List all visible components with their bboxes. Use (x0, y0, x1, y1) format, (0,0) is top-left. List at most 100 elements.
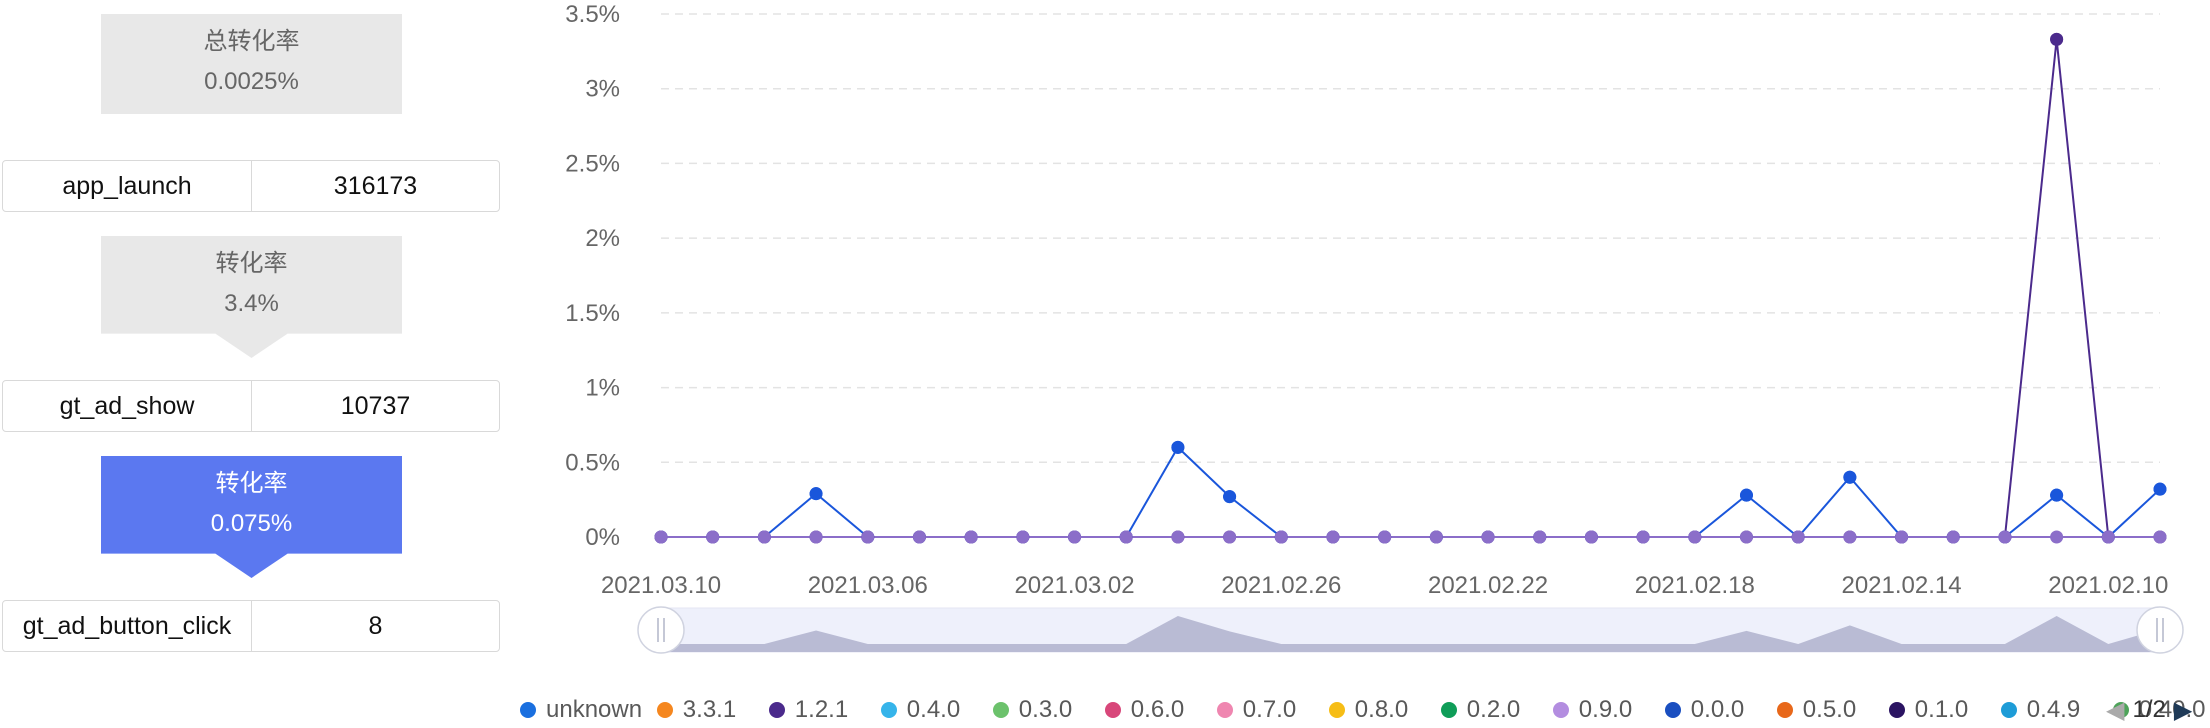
chart-series (654, 32, 2167, 544)
legend-item[interactable]: 0.8.0 (1328, 692, 1409, 728)
step-count: 316173 (333, 171, 418, 200)
data-point-0.9.0 (1739, 530, 1753, 544)
legend-dot-icon (2000, 702, 2017, 718)
slider-preview (661, 616, 2160, 652)
data-point-0.9.0 (1688, 530, 1702, 544)
data-point-0.9.0 (809, 530, 823, 544)
data-point-0.0.0 (1843, 470, 1857, 484)
x-tick-label: 2021.03.10 (601, 572, 721, 599)
data-point-0.9.0 (2050, 530, 2064, 544)
funnel-step-gt-ad-show[interactable]: gt_ad_show 10737 (2, 380, 500, 432)
legend-dot-icon (768, 702, 785, 718)
legend-label: 0.8.0 (1354, 696, 1409, 723)
y-tick-label: 0% (585, 524, 620, 551)
legend-item[interactable]: 3.3.1 (656, 692, 737, 728)
chart-legend: unknown 3.3.1 1.2.1 0.4.0 0.3.0 0.6.0 0.7.0 0.8… (520, 692, 2210, 728)
x-axis: 2021.03.10 2021.03.06 2021.03.02 2021.02.26… (601, 572, 2168, 599)
legend-page-indicator: 1/2 (2132, 696, 2166, 723)
legend-item[interactable]: 0.9.0 (1552, 692, 1633, 728)
legend-label: 1.2.1 (794, 696, 849, 723)
legend-item[interactable]: 0.4.0 (880, 692, 961, 728)
funnel-step-gt-ad-button-click[interactable]: gt_ad_button_click 8 (2, 600, 500, 652)
legend-item[interactable]: 0.0.0 (1664, 692, 1744, 728)
y-tick-label: 1.5% (565, 300, 620, 327)
total-rate-value: 0.0025% (204, 68, 299, 95)
legend-item[interactable]: 0.2.0 (1440, 692, 1520, 728)
y-tick-label: 3.5% (565, 1, 620, 28)
legend-label: 0.7.0 (1242, 696, 1297, 723)
legend-dot-icon (992, 702, 1009, 718)
rate-label: 转化率 (215, 250, 288, 277)
legend-dot-icon (1440, 702, 1457, 718)
legend-item[interactable]: 0.4.9 (2000, 692, 2080, 728)
x-tick-label: 2021.02.18 (1635, 572, 1755, 599)
data-point-0.9.0 (2153, 530, 2167, 544)
data-point-0.9.0 (1378, 530, 1392, 544)
data-point-0.0.0 (1171, 440, 1185, 454)
y-axis: 0% 0.5% 1% 1.5% 2% 2.5% 3% 3.5% (565, 1, 620, 551)
x-tick-label: 2021.02.26 (1221, 572, 1341, 599)
legend-label: 0.4.0 (906, 696, 961, 723)
legend-item[interactable]: 0.7.0 (1216, 692, 1297, 728)
data-point-0.9.0 (1998, 530, 2012, 544)
data-zoom-slider (637, 606, 2184, 654)
x-tick-label: 2021.02.22 (1428, 572, 1548, 599)
legend-dot-icon (1888, 702, 1905, 718)
legend-item[interactable]: 0.6.0 (1104, 692, 1184, 728)
rate-value: 3.4% (224, 290, 279, 317)
legend-item[interactable]: 0.5.0 (1776, 692, 1856, 728)
y-tick-label: 1% (585, 375, 620, 402)
data-point-0.0.0 (2153, 482, 2167, 496)
y-tick-label: 3% (585, 76, 620, 103)
data-point-0.9.0 (1843, 530, 1857, 544)
data-point-0.9.0 (2101, 530, 2115, 544)
data-point-0.9.0 (1016, 530, 1030, 544)
data-point-0.9.0 (1068, 530, 1082, 544)
line-chart: 0%0.5%1%1.5%2%2.5%3%3.5% 2021.03.10 2021.… (565, 1, 2184, 654)
data-point-0.9.0 (1171, 530, 1185, 544)
legend-dot-icon (520, 702, 536, 718)
data-point-0.9.0 (861, 530, 875, 544)
legend-dot-icon (880, 702, 897, 718)
step-name: gt_ad_button_click (3, 601, 252, 651)
data-point-0.9.0 (1946, 530, 1960, 544)
step-count: 10737 (340, 391, 411, 420)
legend-item[interactable]: 1.2.1 (768, 692, 849, 728)
data-point-0.0.0 (2050, 488, 2064, 502)
x-tick-label: 2021.02.10 (2048, 572, 2168, 599)
legend-label: 0.1.0 (1914, 696, 1969, 723)
data-point-0.9.0 (1895, 530, 1909, 544)
legend-dot-icon (1328, 702, 1345, 718)
legend-dot-icon (2112, 702, 2129, 718)
funnel-step-app-launch[interactable]: app_launch 316173 (2, 160, 500, 212)
chart-grid (661, 13, 2160, 538)
slider-handle (637, 606, 685, 654)
legend-dot-icon (656, 702, 673, 718)
data-point-0.9.0 (964, 530, 978, 544)
legend-pager: ◀ 1/2 ▶ (2106, 692, 2192, 728)
legend-item[interactable]: 0.3.0 (992, 692, 1072, 728)
legend-item[interactable]: 0.40.0 (2112, 692, 2206, 728)
data-point-0.9.0 (1584, 530, 1598, 544)
step-name: app_launch (3, 161, 252, 211)
data-point-0.9.0 (1791, 530, 1805, 544)
legend-item[interactable]: 0.1.0 (1888, 692, 1969, 728)
legend-label: 3.3.1 (682, 696, 737, 723)
data-point-0.9.0 (1533, 530, 1547, 544)
legend-prev-page-icon[interactable]: ◀ (2106, 696, 2125, 724)
legend-next-page-icon[interactable]: ▶ (2173, 696, 2193, 724)
data-point-0.9.0 (1481, 530, 1495, 544)
legend-item[interactable]: unknown (520, 692, 642, 728)
data-point-0.0.0 (809, 487, 823, 501)
data-point-0.0.0 (1739, 488, 1753, 502)
y-tick-label: 2% (585, 225, 620, 252)
data-point-0.9.0 (912, 530, 926, 544)
series-line-0.0.0 (661, 445, 2161, 539)
legend-label: 0.9.0 (1578, 696, 1633, 723)
rate-label: 转化率 (215, 470, 288, 497)
data-point-0.9.0 (757, 530, 771, 544)
legend-dot-icon (1664, 702, 1681, 718)
total-conversion-rate: 总转化率 0.0025% (101, 14, 402, 114)
x-tick-label: 2021.03.02 (1014, 572, 1134, 599)
conversion-rate-2[interactable]: 转化率 0.075% (101, 456, 402, 578)
